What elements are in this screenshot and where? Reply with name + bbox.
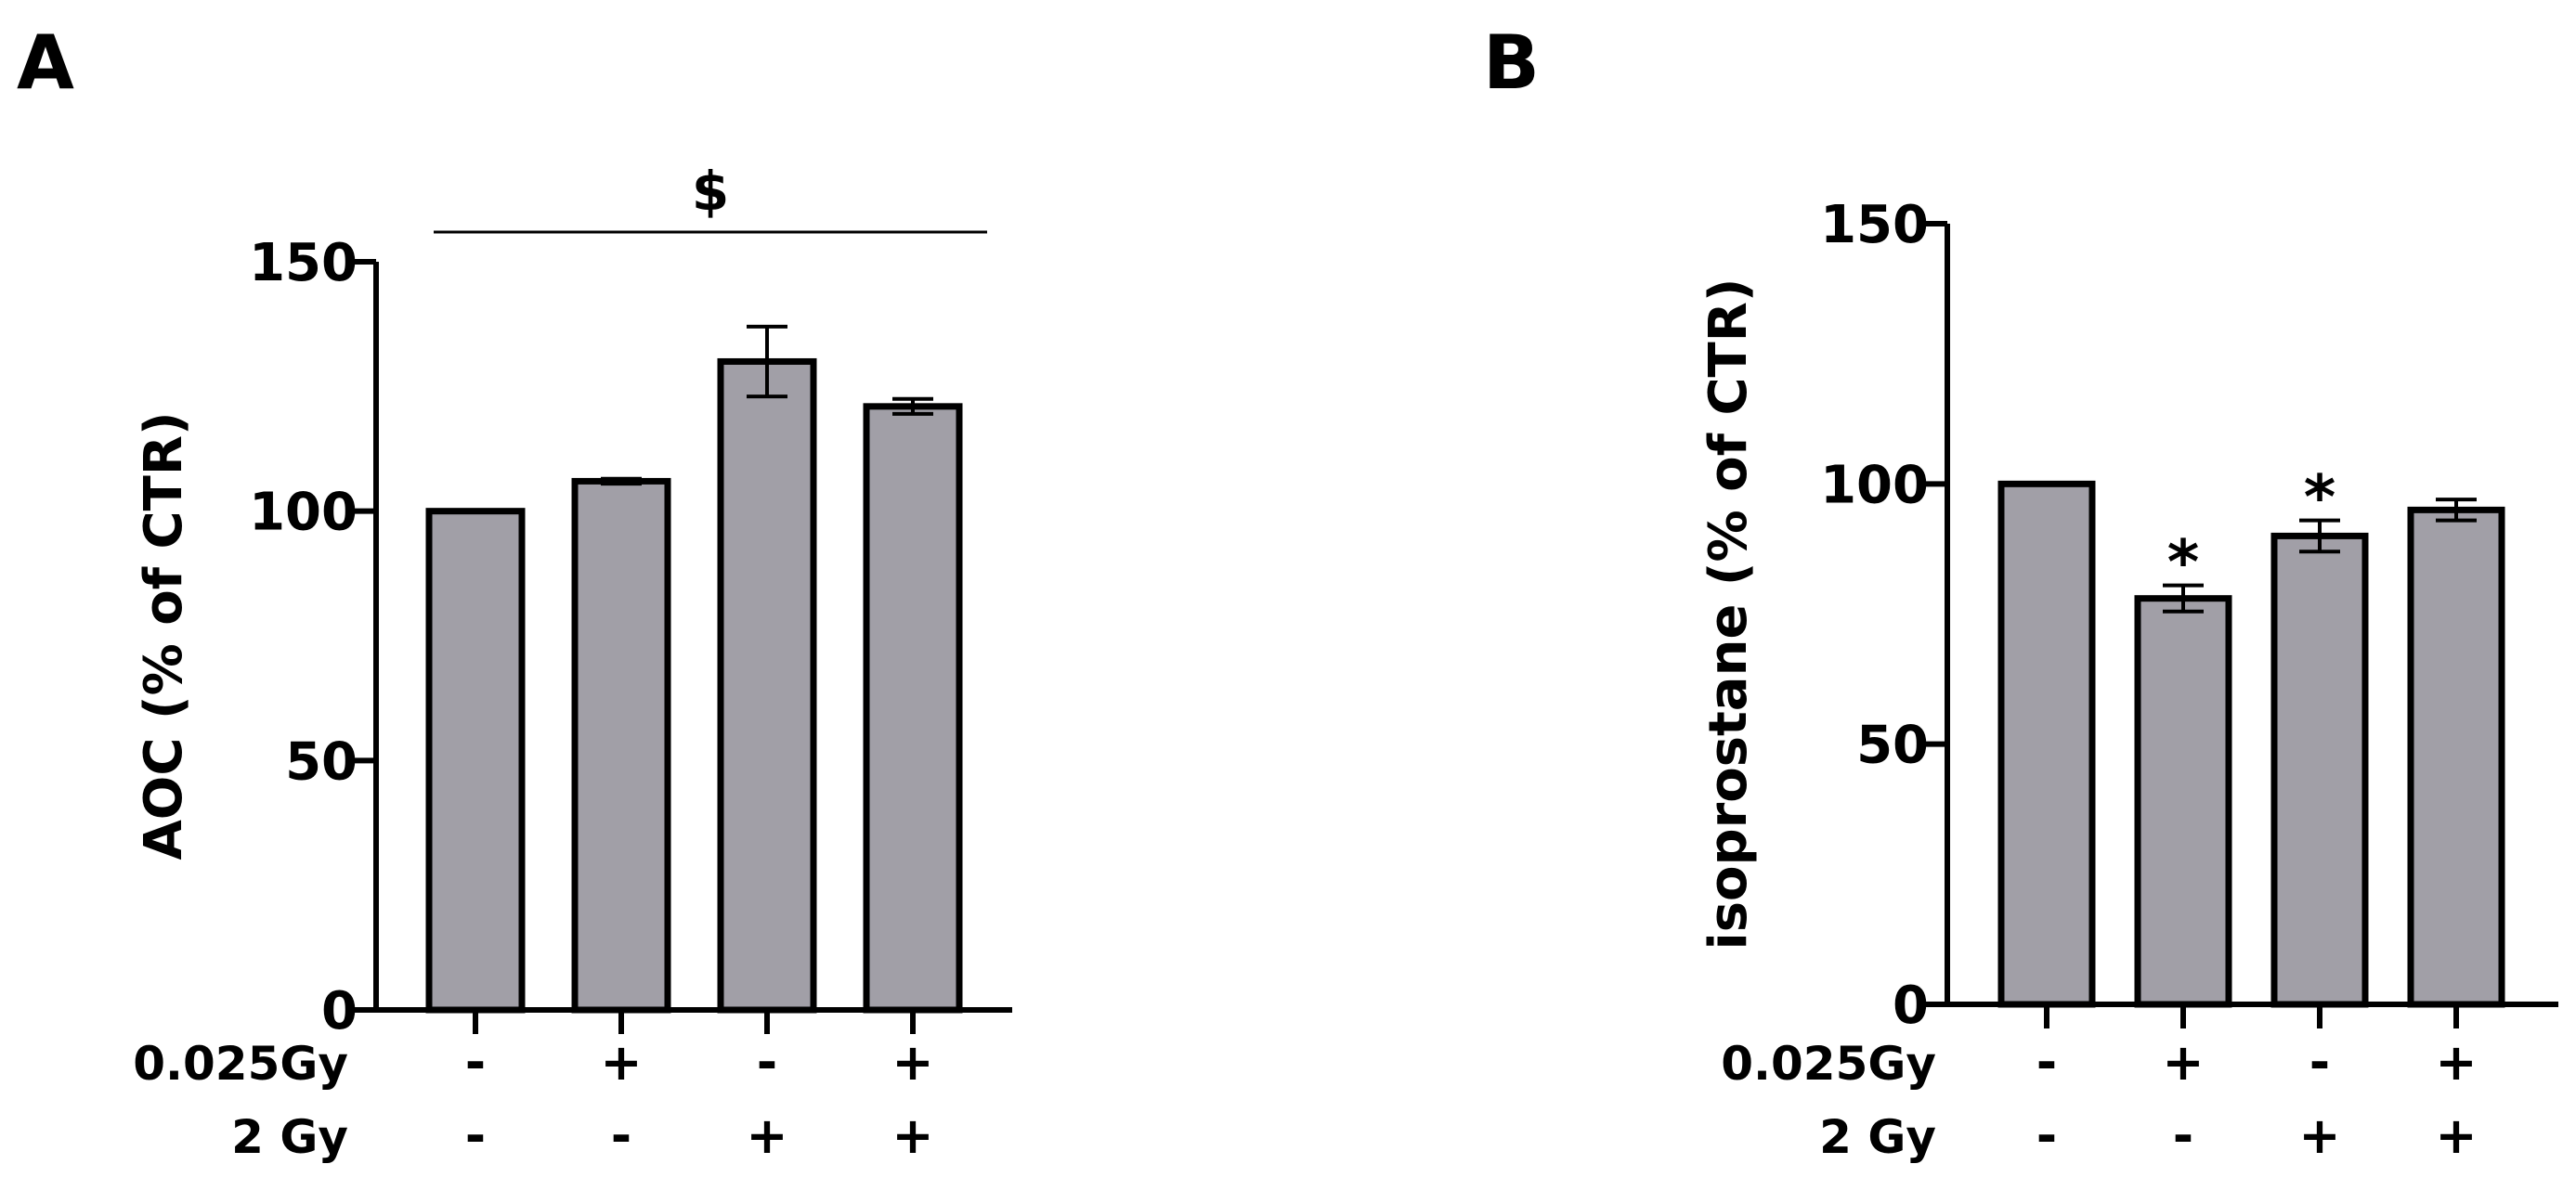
condition-mark-2-4: +	[891, 1106, 933, 1165]
panel-b: B * * 0 50 100 150 isoprostane (% of CTR) 0.025G…	[1483, 19, 2558, 1165]
condition-label-1: 0.025Gy	[133, 1037, 348, 1091]
condition-mark-1-4: +	[2435, 1033, 2477, 1092]
panel-label: B	[1483, 19, 1540, 106]
condition-mark-1-2: +	[600, 1033, 642, 1092]
y-tick-label-50: 50	[285, 731, 358, 792]
bar-1	[425, 508, 526, 1014]
condition-mark-1-1: -	[2036, 1033, 2057, 1092]
condition-mark-1-1: -	[465, 1033, 486, 1092]
y-axis-label: isoprostane (% of CTR)	[1698, 278, 1759, 951]
y-axis-label: AOC (% of CTR)	[134, 411, 194, 860]
y-tick-label-50: 50	[1856, 716, 1929, 776]
condition-mark-1-3: -	[757, 1033, 777, 1092]
y-tick-label-0: 0	[1893, 976, 1929, 1036]
bar-4	[2407, 506, 2505, 1008]
bar-1	[1997, 480, 2096, 1008]
condition-mark-2-2: -	[2173, 1106, 2193, 1165]
condition-label-1: 0.025Gy	[1721, 1037, 1936, 1091]
condition-mark-2-4: +	[2435, 1106, 2477, 1165]
condition-mark-1-2: +	[2162, 1033, 2204, 1092]
condition-mark-2-3: +	[746, 1106, 787, 1165]
condition-mark-2-1: -	[465, 1106, 486, 1165]
condition-mark-1-4: +	[891, 1033, 933, 1092]
panel-a: A 0 50 100 150 AOC (% of CTR) 0.025Gy - + - +2 Gy -…	[17, 19, 1012, 1165]
panel-label: A	[17, 19, 74, 106]
bar-3	[717, 357, 817, 1014]
condition-mark-2-3: +	[2298, 1106, 2340, 1165]
significance-asterisk-3: *	[2304, 462, 2336, 534]
significance-asterisk-2: *	[2167, 527, 2200, 599]
y-tick-label-100: 100	[249, 483, 358, 543]
y-tick-label-150: 150	[249, 233, 358, 293]
condition-mark-2-2: -	[611, 1106, 631, 1165]
y-tick-label-0: 0	[321, 981, 358, 1041]
bar-3	[2270, 532, 2369, 1008]
condition-mark-1-3: -	[2309, 1033, 2330, 1092]
condition-label-2: 2 Gy	[231, 1110, 348, 1164]
bar-2	[571, 477, 671, 1014]
condition-label-2: 2 Gy	[1819, 1110, 1936, 1164]
bar-4	[863, 403, 963, 1014]
condition-mark-2-1: -	[2036, 1106, 2057, 1165]
bar-2	[2134, 595, 2232, 1008]
significance-bracket-label: $	[692, 160, 729, 223]
y-tick-label-150: 150	[1820, 195, 1929, 255]
y-tick-label-100: 100	[1820, 455, 1929, 515]
